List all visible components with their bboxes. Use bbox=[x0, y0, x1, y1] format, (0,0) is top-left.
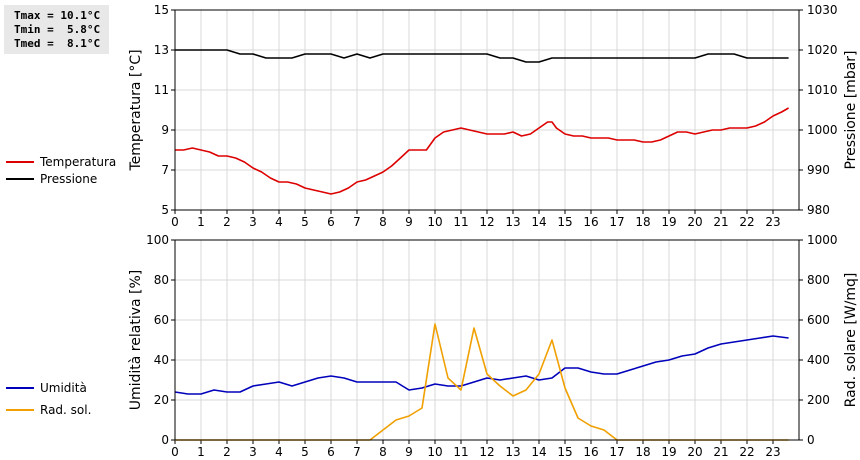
chart2-x-tick-label: 0 bbox=[171, 445, 179, 459]
chart2-x-tick-label: 2 bbox=[223, 445, 231, 459]
chart2-x-tick-label: 13 bbox=[505, 445, 520, 459]
chart1-y2-tick-label: 1030 bbox=[807, 3, 838, 17]
chart1-x-tick-label: 3 bbox=[249, 215, 257, 229]
tmax-text: Tmax = 10.1°C bbox=[14, 9, 101, 22]
chart1-y2-tick-label: 980 bbox=[807, 203, 830, 217]
chart1-x-tick-label: 4 bbox=[275, 215, 283, 229]
chart2-x-tick-label: 16 bbox=[583, 445, 598, 459]
chart2-y2-tick-label: 600 bbox=[807, 313, 830, 327]
chart2-x-tick-label: 6 bbox=[327, 445, 335, 459]
chart1-x-tick-label: 5 bbox=[301, 215, 309, 229]
chart2-x-tick-label: 18 bbox=[635, 445, 650, 459]
chart1-y-tick-label: 7 bbox=[161, 163, 169, 177]
legend-label-pressione: Pressione bbox=[40, 172, 98, 186]
chart2-x-tick-label: 17 bbox=[609, 445, 624, 459]
chart1-x-tick-label: 23 bbox=[765, 215, 780, 229]
chart1-x-tick-label: 7 bbox=[353, 215, 361, 229]
tmin-text: Tmin = 5.8°C bbox=[14, 23, 101, 36]
chart1-x-tick-label: 14 bbox=[531, 215, 546, 229]
chart1-y-tick-label: 15 bbox=[154, 3, 169, 17]
chart1-x-tick-label: 10 bbox=[427, 215, 442, 229]
chart2-y-tick-label: 100 bbox=[146, 233, 169, 247]
chart1-x-tick-label: 16 bbox=[583, 215, 598, 229]
chart2-ylabel: Umidità relativa [%] bbox=[128, 270, 144, 411]
chart2-x-tick-label: 1 bbox=[197, 445, 205, 459]
chart1-x-tick-label: 15 bbox=[557, 215, 572, 229]
chart2-series-umidit-line bbox=[174, 335, 789, 395]
legend-label-radsol: Rad. sol. bbox=[40, 403, 92, 417]
legend-swatch-temperatura bbox=[6, 161, 34, 163]
chart2-x-tick-label: 21 bbox=[713, 445, 728, 459]
chart1-y2-tick-label: 1020 bbox=[807, 43, 838, 57]
chart2-x-tick-label: 7 bbox=[353, 445, 361, 459]
legend-label-umidita: Umidità bbox=[40, 381, 87, 395]
chart1-x-tick-label: 0 bbox=[171, 215, 179, 229]
chart1-x-tick-label: 19 bbox=[661, 215, 676, 229]
chart1-y-tick-label: 9 bbox=[161, 123, 169, 137]
chart2-frame bbox=[174, 239, 800, 441]
legend-swatch-pressione bbox=[6, 178, 34, 180]
chart1-x-tick-label: 22 bbox=[739, 215, 754, 229]
chart2-y-tick-label: 20 bbox=[154, 393, 169, 407]
chart1-frame bbox=[174, 9, 800, 211]
chart2-y2-tick-label: 0 bbox=[807, 433, 815, 447]
chart2-y2-tick-label: 800 bbox=[807, 273, 830, 287]
chart2-x-tick-label: 4 bbox=[275, 445, 283, 459]
legend-swatch-umidita bbox=[6, 387, 34, 389]
legend-item-pressione: Pressione bbox=[6, 171, 97, 187]
chart2-y-tick-label: 60 bbox=[154, 313, 169, 327]
chart1-y-tick-label: 11 bbox=[154, 83, 169, 97]
chart2-x-tick-label: 8 bbox=[379, 445, 387, 459]
chart1-y2label: Pressione [mbar] bbox=[843, 50, 859, 169]
legend-item-umidita: Umidità bbox=[6, 380, 87, 396]
chart1-x-tick-label: 2 bbox=[223, 215, 231, 229]
chart2-x-tick-label: 23 bbox=[765, 445, 780, 459]
chart1-y2-tick-label: 1000 bbox=[807, 123, 838, 137]
chart2-y2-tick-label: 1000 bbox=[807, 233, 838, 247]
chart1-x-tick-label: 13 bbox=[505, 215, 520, 229]
legend-item-temperatura: Temperatura bbox=[6, 154, 116, 170]
chart1-x-tick-label: 12 bbox=[479, 215, 494, 229]
legend-swatch-radsol bbox=[6, 409, 34, 411]
chart1-series-temperatura-line bbox=[175, 107, 789, 195]
legend-item-radsol: Rad. sol. bbox=[6, 402, 91, 418]
chart2-y-tick-label: 80 bbox=[154, 273, 169, 287]
chart2-y-tick-label: 40 bbox=[154, 353, 169, 367]
chart2-x-tick-label: 9 bbox=[405, 445, 413, 459]
chart1-x-tick-label: 6 bbox=[327, 215, 335, 229]
chart2-x-tick-label: 14 bbox=[531, 445, 546, 459]
chart2-x-tick-label: 22 bbox=[739, 445, 754, 459]
chart1-y-tick-label: 5 bbox=[161, 203, 169, 217]
chart2-y2label: Rad. solare [W/mq] bbox=[843, 273, 859, 408]
chart1-ylabel: Temperatura [°C] bbox=[128, 49, 144, 171]
chart1-x-tick-label: 18 bbox=[635, 215, 650, 229]
chart2-x-tick-label: 10 bbox=[427, 445, 442, 459]
chart1-y2-tick-label: 990 bbox=[807, 163, 830, 177]
stats-box: Tmax = 10.1°C Tmin = 5.8°C Tmed = 8.1°C bbox=[4, 5, 109, 54]
chart2-x-tick-label: 15 bbox=[557, 445, 572, 459]
chart2-x-tick-label: 3 bbox=[249, 445, 257, 459]
chart1-x-tick-label: 9 bbox=[405, 215, 413, 229]
chart1-x-tick-label: 11 bbox=[453, 215, 468, 229]
chart2-y2-tick-label: 200 bbox=[807, 393, 830, 407]
chart2-y-tick-label: 0 bbox=[161, 433, 169, 447]
chart1-y-tick-label: 13 bbox=[154, 43, 169, 57]
chart1-x-tick-label: 21 bbox=[713, 215, 728, 229]
chart1-x-tick-label: 17 bbox=[609, 215, 624, 229]
chart1-x-tick-label: 20 bbox=[687, 215, 702, 229]
tmed-text: Tmed = 8.1°C bbox=[14, 37, 101, 50]
chart2-x-tick-label: 12 bbox=[479, 445, 494, 459]
chart2-x-tick-label: 11 bbox=[453, 445, 468, 459]
chart1-x-tick-label: 1 bbox=[197, 215, 205, 229]
legend-label-temperatura: Temperatura bbox=[40, 155, 117, 169]
chart2-x-tick-label: 20 bbox=[687, 445, 702, 459]
chart1-series-pressione-line bbox=[175, 49, 789, 63]
chart2-x-tick-label: 19 bbox=[661, 445, 676, 459]
chart2-y2-tick-label: 400 bbox=[807, 353, 830, 367]
chart2-x-tick-label: 5 bbox=[301, 445, 309, 459]
chart1-y2-tick-label: 1010 bbox=[807, 83, 838, 97]
chart1-x-tick-label: 8 bbox=[379, 215, 387, 229]
